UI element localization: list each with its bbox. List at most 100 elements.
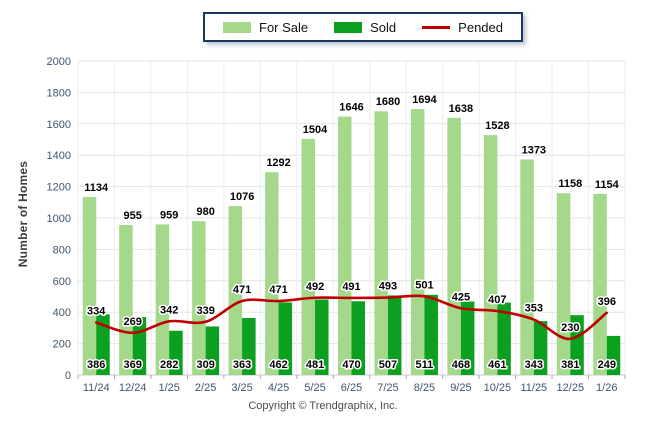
pended-value-label: 493	[379, 281, 397, 293]
sold-value-label: 386	[87, 359, 105, 371]
sold-value-label: 363	[233, 359, 251, 371]
y-tick-label: 1400	[47, 150, 71, 162]
legend-label-sold: Sold	[370, 19, 397, 35]
x-tick-label: 9/25	[450, 382, 471, 394]
y-tick-label: 1600	[47, 119, 71, 131]
bar-for-sale	[483, 135, 498, 375]
pended-value-label: 407	[488, 294, 506, 306]
x-tick-label: 4/25	[268, 382, 289, 394]
bar-for-sale	[338, 116, 352, 375]
y-tick-label: 200	[53, 339, 71, 351]
x-tick-label: 1/25	[158, 382, 179, 394]
for-sale-value-label: 1158	[558, 178, 582, 190]
bar-for-sale	[410, 109, 425, 376]
pended-value-label: 269	[124, 316, 142, 328]
bar-for-sale	[447, 117, 461, 376]
legend-item-for-sale: For Sale	[223, 21, 308, 34]
bar-for-sale	[556, 193, 571, 375]
for-sale-value-label: 959	[160, 209, 178, 221]
bar-sold	[533, 321, 548, 375]
pended-value-label: 471	[233, 284, 251, 296]
bar-sold	[205, 326, 220, 375]
x-tick-label: 3/25	[231, 382, 252, 394]
sold-value-label: 461	[488, 359, 506, 371]
sold-value-label: 369	[124, 359, 142, 371]
sold-value-label: 249	[598, 359, 616, 371]
for-sale-value-label: 1373	[522, 144, 546, 156]
y-tick-label: 1000	[47, 213, 71, 225]
y-tick-label: 0	[65, 370, 71, 382]
x-tick-label: 2/25	[195, 382, 216, 394]
for-sale-value-label: 1504	[303, 124, 328, 136]
x-tick-label: 6/25	[341, 382, 362, 394]
legend-item-pended: Pended	[422, 21, 503, 34]
pended-line	[94, 294, 609, 341]
y-tick-label: 600	[53, 276, 71, 288]
legend-label-pended: Pended	[458, 19, 503, 35]
x-tick-label: 10/25	[484, 382, 512, 394]
pended-line-swatch-icon	[422, 25, 451, 29]
sold-value-label: 511	[416, 359, 434, 371]
bar-sold	[242, 318, 256, 375]
pended-value-label: 334	[87, 306, 106, 318]
pended-value-label: 492	[306, 281, 324, 293]
x-tick-label: 8/25	[414, 382, 435, 394]
sold-value-label: 462	[269, 359, 287, 371]
sold-value-label: 468	[452, 359, 470, 371]
legend-label-for-sale: For Sale	[259, 19, 309, 35]
copyright-text: Copyright © Trendgraphix, Inc.	[248, 400, 398, 412]
x-tick-label: 11/25	[520, 382, 547, 394]
for-sale-value-label: 1680	[376, 96, 400, 108]
sold-value-label: 343	[525, 359, 543, 371]
pended-value-label: 339	[196, 305, 214, 317]
for-sale-value-label: 955	[124, 210, 142, 222]
bar-sold	[315, 299, 329, 375]
for-sale-value-label: 1694	[412, 94, 437, 106]
bar-sold	[387, 295, 402, 375]
legend-item-sold: Sold	[334, 21, 396, 34]
pended-value-label: 230	[561, 322, 579, 334]
sold-value-label: 381	[561, 359, 579, 371]
bar-for-sale	[228, 206, 243, 375]
pended-value-label: 501	[415, 279, 433, 291]
sold-value-label: 470	[342, 359, 360, 371]
for-sale-value-label: 1638	[449, 103, 473, 115]
bar-sold	[96, 314, 110, 375]
sold-value-label: 309	[196, 359, 214, 371]
bar-for-sale	[192, 221, 206, 375]
x-tick-label: 1/26	[596, 382, 617, 394]
x-tick-label: 7/25	[377, 382, 398, 394]
bar-sold	[497, 302, 511, 375]
for-sale-value-label: 1528	[485, 120, 509, 132]
bar-for-sale	[301, 138, 316, 375]
y-tick-label: 400	[53, 307, 71, 319]
for-sale-value-label: 980	[196, 206, 214, 218]
pended-value-label: 471	[269, 284, 287, 296]
y-tick-label: 2000	[47, 56, 71, 68]
pended-value-label: 425	[452, 291, 470, 303]
bar-for-sale	[82, 196, 97, 375]
bar-for-sale	[374, 111, 388, 376]
bar-sold	[351, 301, 365, 375]
for-sale-swatch-icon	[223, 21, 251, 33]
bar-for-sale	[119, 225, 133, 375]
sold-swatch-icon	[334, 21, 363, 33]
pended-value-label: 396	[598, 296, 616, 308]
bar-sold	[169, 330, 183, 375]
y-tick-label: 800	[53, 244, 71, 256]
sold-value-label: 481	[306, 359, 324, 371]
bar-for-sale	[265, 172, 279, 375]
bar-sold	[278, 302, 293, 375]
bar-sold	[424, 294, 438, 375]
sold-value-label: 282	[160, 359, 178, 371]
bar-sold	[460, 301, 475, 375]
for-sale-value-label: 1646	[339, 102, 363, 114]
x-tick-label: 12/25	[557, 382, 585, 394]
sold-value-label: 507	[379, 359, 397, 371]
bar-sold	[570, 315, 584, 375]
x-tick-label: 12/24	[119, 382, 147, 394]
pended-value-label: 342	[160, 304, 178, 316]
bar-for-sale	[593, 193, 607, 375]
